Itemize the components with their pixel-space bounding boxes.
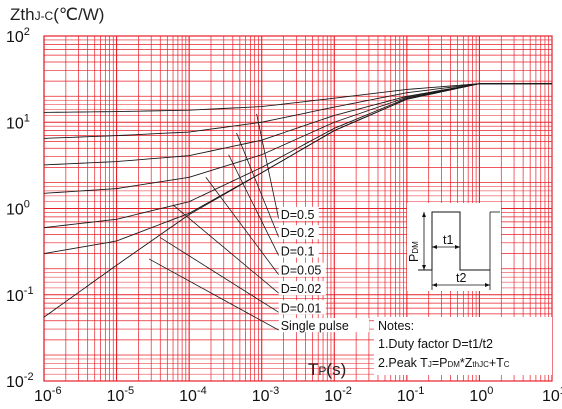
leader-line: [148, 258, 279, 331]
x-tick-label: 10-4: [179, 385, 207, 405]
notes-line-1: 1.Duty factor D=t1/t2: [378, 337, 493, 351]
x-axis-title: TP(s): [308, 360, 346, 379]
leader-line: [228, 154, 280, 256]
x-tick-label: 10-3: [252, 385, 280, 405]
x-tick-label: 10-6: [34, 385, 62, 405]
notes-title: Notes:: [378, 319, 414, 333]
x-tick-label: 10-1: [397, 385, 425, 405]
x-tick-labels: 10-6 10-5 10-4 10-3 10-2 10-1 100 101: [34, 385, 562, 405]
x-tick-label: 101: [542, 385, 562, 405]
plot-frame: [43, 35, 553, 382]
curve-label-d-0-05: D=0.05: [281, 264, 322, 278]
curve-label-background: [278, 206, 319, 221]
t2-label: t2: [456, 271, 466, 285]
y-tick-label: 102: [6, 26, 30, 46]
t1-label: t1: [443, 233, 453, 247]
curve-single-pulse: [43, 83, 552, 318]
curve-label-d-0-01: D=0.01: [281, 301, 322, 315]
curve-label-single-pulse: Single pulse: [281, 319, 349, 333]
pulse-inset-diagram: t1 t2 PDM: [407, 203, 501, 291]
curve-label-background: [278, 318, 370, 333]
y-tick-labels: 10-2 10-1 100 101 102: [6, 26, 34, 391]
y-tick-label: 100: [6, 199, 30, 219]
x-tick-label: 10-2: [324, 385, 352, 405]
notes-box: Notes: 1.Duty factor D=t1/t2 2.Peak TJ=P…: [374, 317, 552, 375]
leader-line: [205, 177, 280, 275]
curve-label-d-0-2: D=0.2: [281, 226, 315, 240]
notes-background: [374, 317, 552, 375]
y-tick-label: 101: [6, 112, 30, 132]
curve-label-d-0-5: D=0.5: [281, 208, 315, 222]
curve-leader-lines: [148, 113, 280, 331]
y-axis-title: ZthJ-C(℃/W): [10, 5, 104, 24]
notes-line-2: 2.Peak TJ=PDM*ZthJC+TC: [378, 356, 510, 370]
y-tick-label: 10-1: [6, 285, 34, 305]
leader-line: [160, 237, 279, 313]
curve-label-background: [278, 281, 326, 296]
curve-labels: D=0.5 D=0.2 D=0.1 D=0.05 D=0.02 D=0.01 Single …: [278, 206, 370, 333]
pdm-label: PDM: [407, 241, 421, 262]
curve-label-d-0-1: D=0.1: [281, 245, 315, 259]
curve-label-background: [278, 225, 319, 240]
y-tick-label: 10-2: [6, 371, 34, 391]
curve-d-0-2: [43, 83, 552, 139]
curve-d-0-5: [43, 83, 552, 113]
curves: [43, 83, 552, 318]
x-tick-label: 100: [469, 385, 493, 405]
leader-line: [236, 132, 280, 238]
curve-label-background: [278, 300, 326, 315]
curve-label-background: [278, 262, 326, 277]
leader-line: [172, 204, 279, 294]
leader-line: [256, 113, 280, 219]
curve-label-d-0-02: D=0.02: [281, 282, 322, 296]
curve-label-background: [278, 243, 319, 258]
pulse-waveform: [418, 211, 490, 271]
x-tick-label: 10-5: [107, 385, 135, 405]
